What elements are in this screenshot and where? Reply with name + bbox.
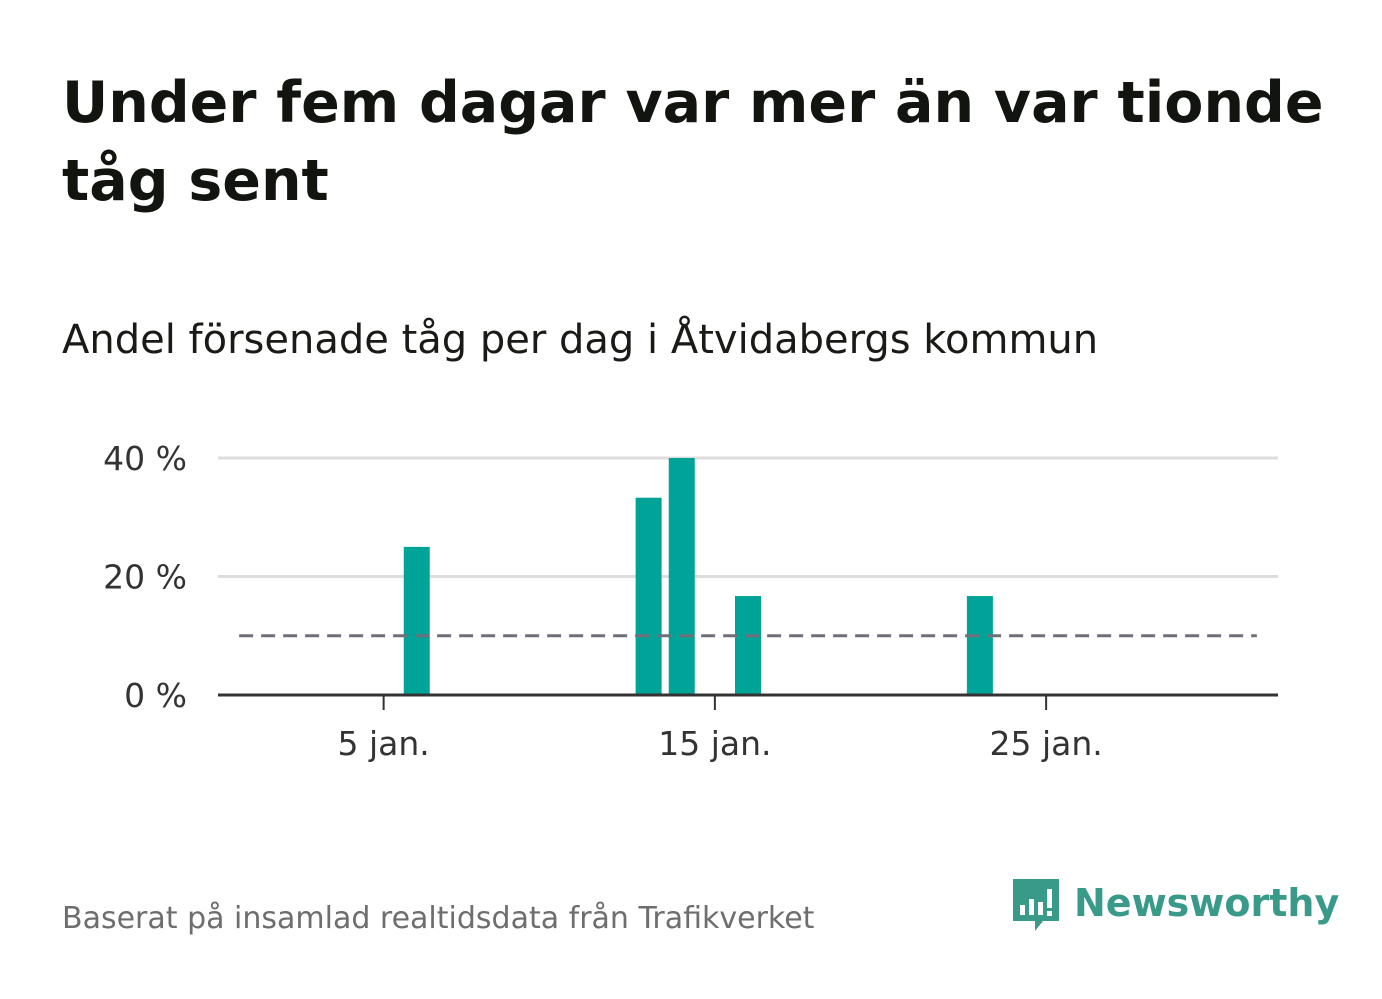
y-tick-label: 0 % [124,676,187,715]
bar [403,546,430,695]
bar [966,596,993,695]
bar [735,596,761,695]
x-tick-label: 15 jan. [658,724,771,763]
brand-logo: Newsworthy [1010,875,1339,941]
bars [403,458,993,695]
gridlines [218,456,1278,578]
brand-name: Newsworthy [1074,881,1340,925]
y-tick-label: 40 % [103,439,187,478]
y-tick-label: 20 % [103,558,187,597]
chart-subtitle: Andel försenade tåg per dag i Åtvidaberg… [62,317,1099,363]
bar [668,458,695,695]
bar [635,497,662,695]
newsworthy-logo-icon [1010,875,1062,939]
x-tick-label: 25 jan. [989,724,1102,763]
source-note: Baserat på insamlad realtidsdata från Tr… [62,901,815,936]
x-tick-label: 5 jan. [337,724,429,763]
axes: 0 % 20 % 40 % 5 jan. 15 jan. 25 jan. [103,439,1278,763]
chart-title: Under fem dagar var mer än var tionde tå… [62,70,1324,214]
